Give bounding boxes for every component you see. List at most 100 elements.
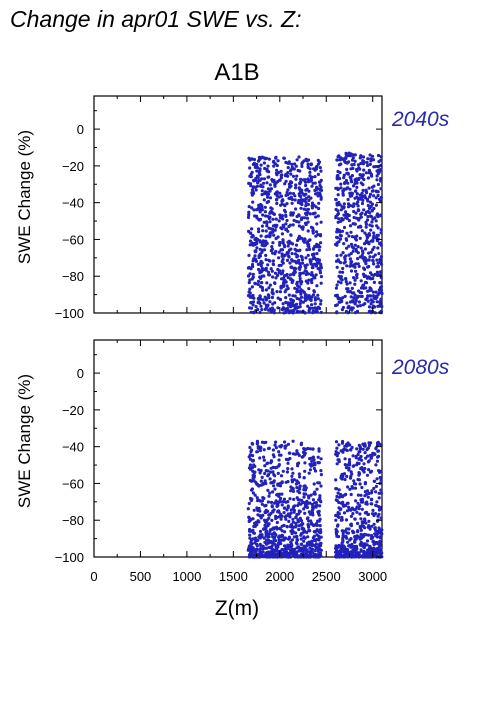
data-point bbox=[366, 446, 370, 450]
data-point bbox=[344, 276, 348, 281]
data-point bbox=[260, 502, 264, 506]
data-point bbox=[353, 293, 357, 297]
y-tick-label: −60 bbox=[62, 232, 84, 247]
data-point bbox=[273, 443, 277, 447]
data-point bbox=[364, 533, 368, 537]
data-point bbox=[338, 176, 342, 181]
data-point bbox=[366, 495, 370, 499]
data-point bbox=[376, 153, 381, 158]
data-point bbox=[348, 257, 352, 261]
data-point bbox=[283, 537, 287, 541]
data-point bbox=[259, 183, 263, 187]
data-point bbox=[352, 482, 356, 486]
data-point bbox=[271, 448, 275, 452]
data-point bbox=[290, 474, 294, 478]
data-point bbox=[299, 537, 303, 541]
data-point bbox=[296, 518, 300, 522]
data-point bbox=[342, 225, 347, 230]
data-point bbox=[379, 228, 383, 232]
data-point bbox=[274, 555, 278, 559]
data-point bbox=[334, 197, 338, 202]
data-point bbox=[275, 168, 279, 172]
scenario-label: A1B bbox=[214, 59, 259, 86]
data-point bbox=[375, 443, 380, 447]
data-point bbox=[258, 542, 262, 547]
data-point bbox=[281, 500, 285, 504]
data-point bbox=[356, 163, 360, 167]
data-point bbox=[264, 229, 268, 233]
data-point bbox=[273, 281, 277, 285]
panel-2080s: 0 −20 −40 −60 −80 −100 0 500 1000 1500 2000 2500 30… bbox=[15, 339, 450, 584]
data-point bbox=[260, 193, 264, 197]
data-point bbox=[367, 258, 371, 262]
data-point bbox=[378, 543, 382, 548]
data-point bbox=[305, 530, 309, 535]
data-point bbox=[255, 450, 259, 454]
data-point bbox=[369, 298, 373, 302]
data-point bbox=[355, 216, 359, 220]
data-point bbox=[340, 441, 345, 445]
data-point bbox=[248, 529, 252, 533]
data-point bbox=[372, 236, 376, 240]
data-point bbox=[355, 167, 359, 172]
data-point bbox=[368, 453, 372, 457]
data-point bbox=[266, 164, 270, 168]
data-point bbox=[307, 247, 312, 251]
figure-title: Change in apr01 SWE vs. Z: bbox=[10, 6, 302, 32]
data-point bbox=[298, 487, 302, 491]
data-point bbox=[311, 498, 315, 502]
data-point bbox=[267, 258, 271, 262]
data-point bbox=[380, 291, 384, 296]
data-point bbox=[361, 183, 365, 187]
data-point bbox=[370, 208, 374, 212]
data-point bbox=[360, 201, 365, 206]
data-point bbox=[351, 529, 355, 533]
data-point bbox=[343, 160, 348, 164]
data-point bbox=[371, 258, 375, 262]
data-point bbox=[287, 519, 291, 524]
data-point bbox=[367, 251, 371, 255]
data-point bbox=[349, 524, 353, 528]
data-point bbox=[284, 500, 288, 504]
data-point bbox=[296, 201, 300, 205]
data-point bbox=[280, 214, 284, 218]
data-point bbox=[261, 229, 265, 233]
data-point bbox=[251, 473, 255, 478]
data-point bbox=[250, 488, 254, 492]
data-point bbox=[346, 197, 350, 202]
data-point bbox=[252, 508, 256, 512]
data-point bbox=[355, 447, 359, 451]
data-point bbox=[253, 493, 257, 497]
data-point bbox=[275, 192, 279, 197]
data-point bbox=[367, 491, 371, 495]
data-point bbox=[276, 235, 280, 239]
data-point bbox=[336, 280, 341, 284]
data-point bbox=[297, 512, 301, 516]
data-point bbox=[340, 515, 344, 520]
data-point bbox=[260, 475, 264, 479]
data-point bbox=[289, 540, 293, 544]
data-point bbox=[302, 495, 306, 499]
y-tick-label: −40 bbox=[62, 196, 84, 211]
data-point bbox=[257, 484, 261, 488]
data-point bbox=[369, 250, 373, 254]
data-point bbox=[379, 516, 383, 520]
data-point bbox=[358, 456, 362, 460]
data-point bbox=[291, 301, 295, 305]
data-point bbox=[361, 256, 365, 260]
data-point bbox=[281, 261, 285, 265]
data-point bbox=[262, 161, 266, 165]
data-point bbox=[344, 216, 348, 220]
data-point bbox=[308, 546, 312, 550]
data-point bbox=[316, 214, 320, 218]
data-point bbox=[347, 505, 351, 509]
data-point bbox=[313, 175, 317, 179]
data-point bbox=[258, 252, 262, 256]
data-point bbox=[374, 196, 378, 200]
data-point bbox=[286, 303, 291, 307]
data-point bbox=[291, 552, 295, 556]
data-point bbox=[349, 447, 353, 452]
data-point bbox=[298, 264, 303, 269]
scatter-points bbox=[246, 151, 384, 315]
data-point bbox=[275, 201, 279, 206]
